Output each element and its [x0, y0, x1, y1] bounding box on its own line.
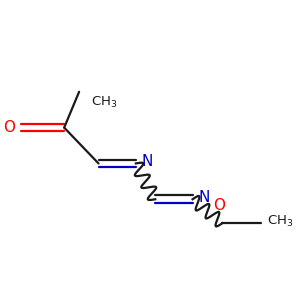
- Text: N: N: [142, 154, 153, 169]
- Text: N: N: [199, 190, 210, 205]
- Text: O: O: [3, 120, 15, 135]
- Text: CH$_3$: CH$_3$: [267, 214, 294, 229]
- Text: O: O: [213, 198, 225, 213]
- Text: CH$_3$: CH$_3$: [91, 95, 118, 110]
